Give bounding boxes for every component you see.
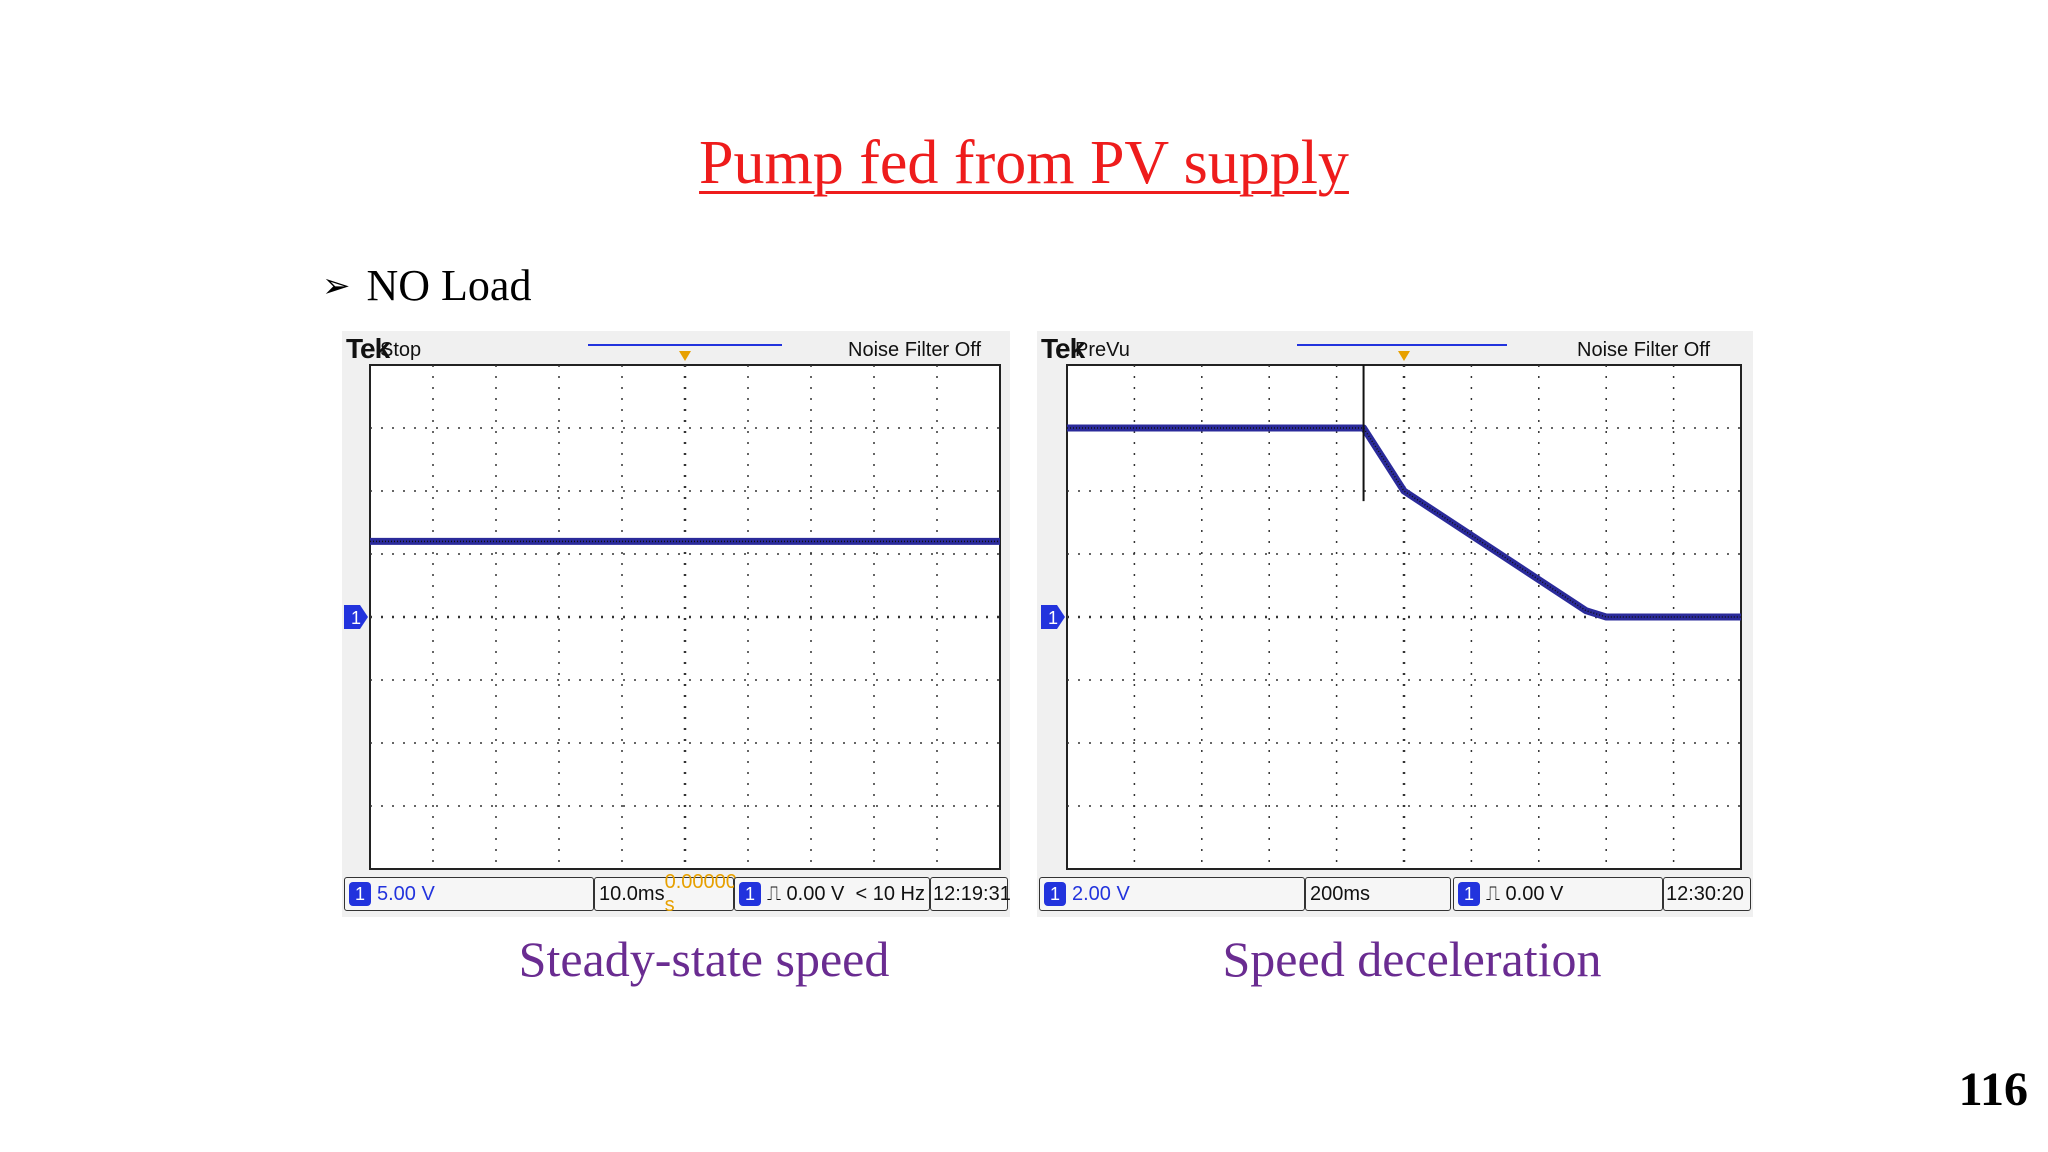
channel-badge: 1 (349, 882, 371, 906)
waveform-display: 1 (344, 344, 1001, 870)
acquisition-state: PreVu (1075, 339, 1130, 361)
channel-1-ground-marker: 1 (1041, 605, 1065, 629)
bullet-no-load: ➢ NO Load (322, 260, 531, 311)
timebase-box: 200ms (1305, 877, 1451, 911)
graticule-frame (369, 364, 1001, 870)
time-per-div: 200ms (1310, 882, 1371, 905)
brand-label: Tek (1041, 333, 1085, 364)
frequency-readout: < 10 Hz (855, 882, 925, 905)
oscilloscope-screenshot-steady: Tek Stop Noise Filter Off 1 1 5.00 V 10.… (342, 331, 1011, 917)
trigger-level: ⎍ 0.00 V (1486, 882, 1564, 905)
waveform-noise (1067, 427, 1741, 618)
timebase-box: 10.0ms 0.00000 s (594, 871, 737, 916)
channel-scale-box: 1 2.00 V (1039, 877, 1305, 911)
slide-title: Pump fed from PV supply (699, 129, 1349, 197)
volts-per-div: 2.00 V (1072, 882, 1130, 905)
marker-label: 1 (1048, 608, 1058, 628)
channel-scale-box: 1 5.00 V (344, 877, 594, 911)
page-number: 116 (1958, 1063, 2028, 1116)
clock-box: 12:19:31 (930, 877, 1011, 911)
trigger-position-marker (679, 351, 691, 361)
trigger-offset: 0.00000 s (664, 871, 737, 916)
channel-badge: 1 (1044, 882, 1066, 906)
trigger-box: 1 ⎍ 0.00 V < 10 Hz (734, 877, 930, 911)
volts-per-div: 5.00 V (377, 882, 435, 905)
trigger-box: 1 ⎍ 0.00 V (1453, 877, 1663, 911)
trigger-channel-badge: 1 (739, 882, 761, 906)
bullet-text: NO Load (366, 261, 532, 310)
noise-filter-label: Noise Filter Off (1577, 339, 1710, 361)
trigger-channel-badge: 1 (1458, 882, 1480, 906)
waveform-display: 1 (1041, 344, 1742, 870)
oscilloscope-screenshot-deceleration: Tek PreVu Noise Filter Off 1 1 2.00 V 20… (1037, 331, 1753, 917)
noise-filter-label: Noise Filter Off (848, 339, 981, 361)
trigger-position-marker (1398, 351, 1410, 361)
caption-steady-state: Steady-state speed (518, 931, 890, 987)
marker-label: 1 (351, 608, 361, 628)
channel-1-ground-marker: 1 (344, 605, 368, 629)
arrow-bullet-icon: ➢ (322, 265, 351, 306)
brand-label: Tek (346, 333, 390, 364)
clock-time: 12:19:31 (933, 882, 1011, 905)
trigger-level: ⎍ 0.00 V (767, 883, 845, 905)
caption-deceleration: Speed deceleration (1222, 931, 1602, 987)
acquisition-state: Stop (380, 339, 422, 361)
time-per-div: 10.0ms (599, 882, 665, 905)
clock-time: 12:30:20 (1666, 882, 1744, 905)
clock-box: 12:30:20 (1663, 877, 1751, 911)
